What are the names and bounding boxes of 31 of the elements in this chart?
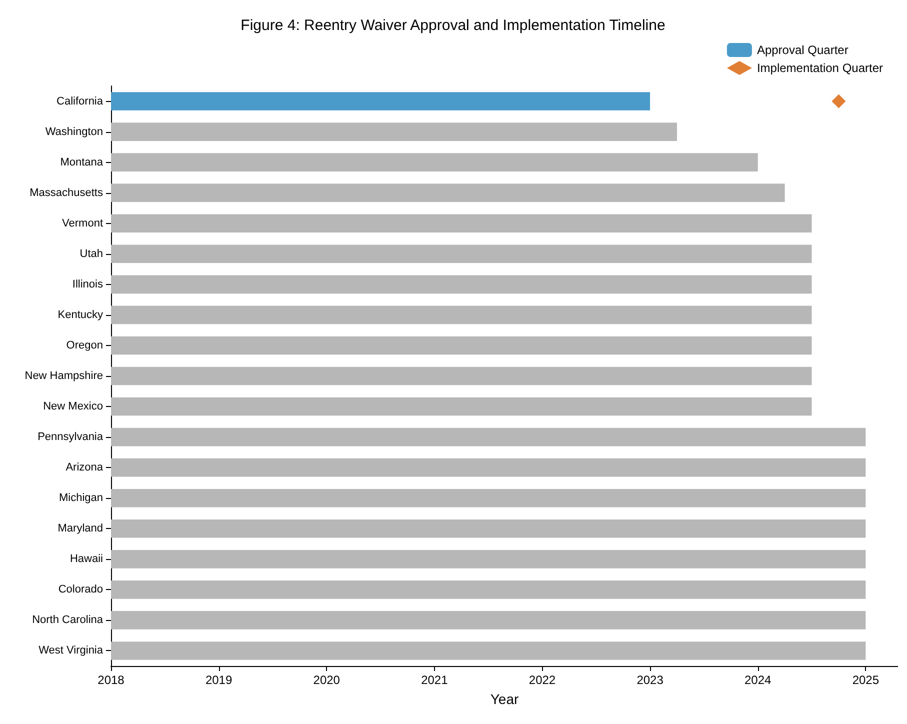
x-tick-label: 2018	[98, 673, 125, 687]
y-tick-label: Pennsylvania	[38, 431, 104, 444]
y-tick-label: Utah	[80, 248, 103, 260]
y-tick-label: New Hampshire	[24, 370, 103, 382]
y-tick-label: Maryland	[58, 522, 103, 535]
x-axis-title: Year	[490, 691, 519, 707]
x-tick-label: 2025	[852, 673, 880, 687]
x-tick-label: 2020	[313, 673, 340, 687]
y-tick-label: Arizona	[66, 462, 104, 474]
x-tick-label: 2024	[744, 673, 772, 687]
y-tick-label: Kentucky	[58, 308, 104, 321]
y-tick-label: Michigan	[58, 492, 103, 504]
x-tick-label: 2023	[636, 673, 664, 687]
x-tick-label: 2019	[205, 673, 232, 687]
legend-label: Implementation Quarter	[756, 61, 884, 75]
y-tick-label: North Carolina	[32, 614, 104, 626]
y-tick-label: West Virginia	[38, 644, 104, 657]
chart-title: Figure 4: Reentry Waiver Approval and Implementation Timeline	[240, 17, 666, 34]
y-tick-label: Massachusetts	[30, 186, 104, 199]
y-tick-label: Hawaii	[70, 553, 103, 566]
x-tick-label: 2021	[421, 673, 448, 687]
y-tick-label: California	[56, 95, 104, 108]
y-tick-label: Washington	[45, 126, 103, 138]
y-tick-label: Vermont	[62, 217, 103, 230]
y-tick-label: New Mexico	[43, 400, 103, 413]
y-tick-label: Montana	[60, 156, 104, 168]
y-tick-label: Colorado	[58, 584, 103, 596]
y-tick-label: Oregon	[66, 339, 103, 352]
y-tick-label: Illinois	[72, 278, 104, 290]
x-tick-label: 2022	[528, 673, 556, 687]
legend-label: Approval Quarter	[756, 43, 848, 57]
